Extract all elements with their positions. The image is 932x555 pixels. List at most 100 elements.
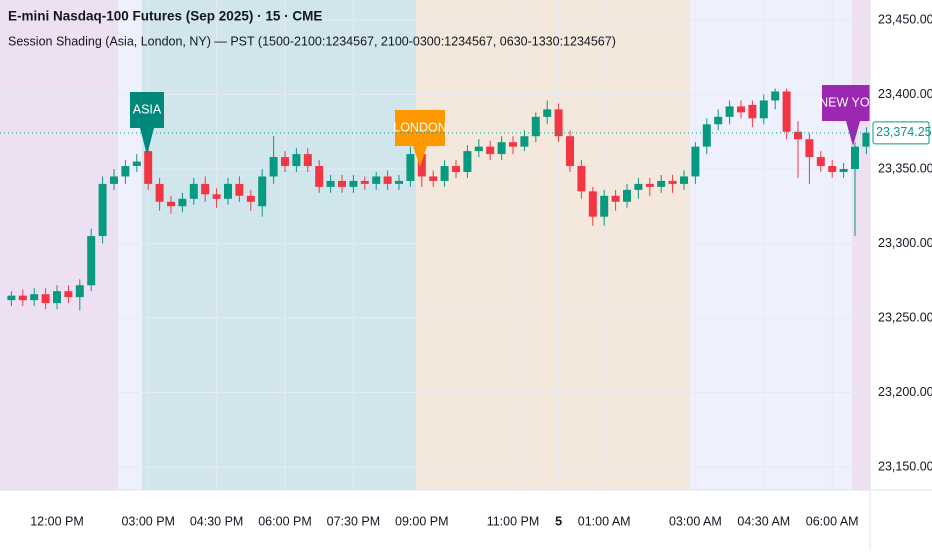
- candle-body: [167, 201, 175, 207]
- candle-body: [497, 142, 506, 155]
- x-tick-label: 12:00 PM: [30, 514, 84, 528]
- gap-band: [690, 0, 852, 490]
- candle-body: [440, 166, 449, 181]
- candle-body: [748, 104, 757, 119]
- candle-body: [645, 183, 654, 187]
- x-tick-label: 03:00 AM: [669, 514, 722, 528]
- candle-body: [452, 166, 460, 172]
- candle-body: [668, 180, 677, 184]
- annotation-callout: [130, 92, 164, 155]
- candle-body: [771, 91, 780, 101]
- x-tick-label: 04:30 AM: [737, 514, 790, 528]
- y-tick-label: 23,250.00: [878, 310, 932, 324]
- candles: [7, 88, 870, 311]
- x-tick-label: 11:00 PM: [487, 514, 540, 528]
- candle-body: [566, 136, 574, 167]
- candle-body: [531, 116, 540, 137]
- candle-body: [360, 180, 369, 184]
- candle-body: [429, 176, 438, 181]
- candle-body: [235, 183, 244, 196]
- candle-body: [303, 154, 312, 167]
- y-tick-label: 23,400.00: [878, 87, 932, 101]
- candle-body: [132, 161, 141, 167]
- candle-body: [41, 294, 50, 304]
- candle-body: [189, 183, 198, 199]
- x-tick-label: 03:00 PM: [121, 514, 175, 528]
- candle-body: [64, 291, 73, 298]
- candle-body: [600, 195, 609, 217]
- candle-body: [87, 236, 96, 286]
- annotations: ASIA LONDON NEW YORK: [130, 85, 887, 167]
- candle-body: [18, 295, 27, 301]
- x-tick-label: 06:00 PM: [258, 514, 312, 528]
- candle-body: [75, 285, 84, 298]
- candle-body: [657, 180, 666, 187]
- candle-body: [725, 106, 734, 117]
- x-tick-label: 06:00 AM: [806, 514, 859, 528]
- candle-body: [794, 131, 802, 140]
- time-axis: [0, 490, 870, 550]
- chart-subtitle: Session Shading (Asia, London, NY) — PST…: [8, 34, 616, 48]
- candle-body: [178, 198, 187, 207]
- candle-body: [372, 176, 381, 184]
- candle-body: [805, 139, 814, 158]
- price-axis: [870, 0, 932, 550]
- session-shading: [0, 0, 870, 490]
- candle-body: [554, 109, 563, 137]
- x-tick-label: 01:00 AM: [578, 514, 631, 528]
- candle-body: [383, 176, 392, 184]
- candle-body: [737, 106, 745, 113]
- candle-body: [520, 136, 529, 147]
- annotation-label: NEW YORK: [819, 95, 887, 109]
- candle-body: [828, 166, 837, 172]
- candle-body: [155, 183, 164, 202]
- candle-body: [680, 176, 688, 184]
- y-tick-label: 23,200.00: [878, 385, 932, 399]
- candle-body: [395, 180, 403, 184]
- candle-body: [714, 116, 723, 125]
- annotation-label: LONDON: [393, 120, 446, 134]
- ny-session-band: [0, 0, 118, 490]
- candle-body: [702, 124, 711, 147]
- chart-title: E-mini Nasdaq-100 Futures (Sep 2025) · 1…: [8, 9, 322, 24]
- candle-body: [611, 195, 620, 202]
- candle-body: [839, 168, 848, 172]
- y-tick-label: 23,150.00: [878, 459, 932, 473]
- annotation-callout: [395, 110, 445, 167]
- london-session-band: [416, 0, 690, 490]
- candle-body: [201, 183, 210, 195]
- axes: 23,150.00 23,200.00 23,250.00 23,300.00 23,3…: [0, 12, 932, 528]
- candle-body: [759, 100, 768, 119]
- candle-body: [691, 146, 700, 177]
- candle-body: [224, 183, 232, 199]
- candle-body: [315, 166, 324, 187]
- candle-body: [588, 191, 597, 217]
- candle-body: [623, 189, 631, 202]
- candle-body: [292, 154, 301, 167]
- x-tick-label: 5: [555, 514, 562, 528]
- y-tick-label: 23,450.00: [878, 12, 932, 26]
- candle-body: [782, 91, 791, 132]
- annotation-callout: [822, 85, 870, 146]
- candle-body: [851, 146, 859, 169]
- candle-body: [474, 146, 483, 152]
- candle-body: [281, 157, 289, 167]
- candle-body: [53, 291, 61, 304]
- candle-body: [7, 295, 16, 301]
- candle-body: [121, 166, 130, 177]
- candle-body: [349, 180, 358, 187]
- candle-body: [258, 176, 267, 207]
- candle-body: [463, 151, 472, 172]
- candle-body: [486, 146, 495, 155]
- x-tick-label: 07:30 PM: [327, 514, 381, 528]
- candle-body: [144, 151, 153, 184]
- candle-body: [417, 154, 426, 177]
- gap-band: [118, 0, 142, 490]
- candle-body: [212, 194, 221, 199]
- candle-body: [816, 157, 825, 167]
- y-tick-label: 23,350.00: [878, 161, 932, 175]
- x-tick-label: 09:00 PM: [395, 514, 449, 528]
- candle-body: [110, 176, 118, 184]
- last-price-box: [872, 121, 930, 145]
